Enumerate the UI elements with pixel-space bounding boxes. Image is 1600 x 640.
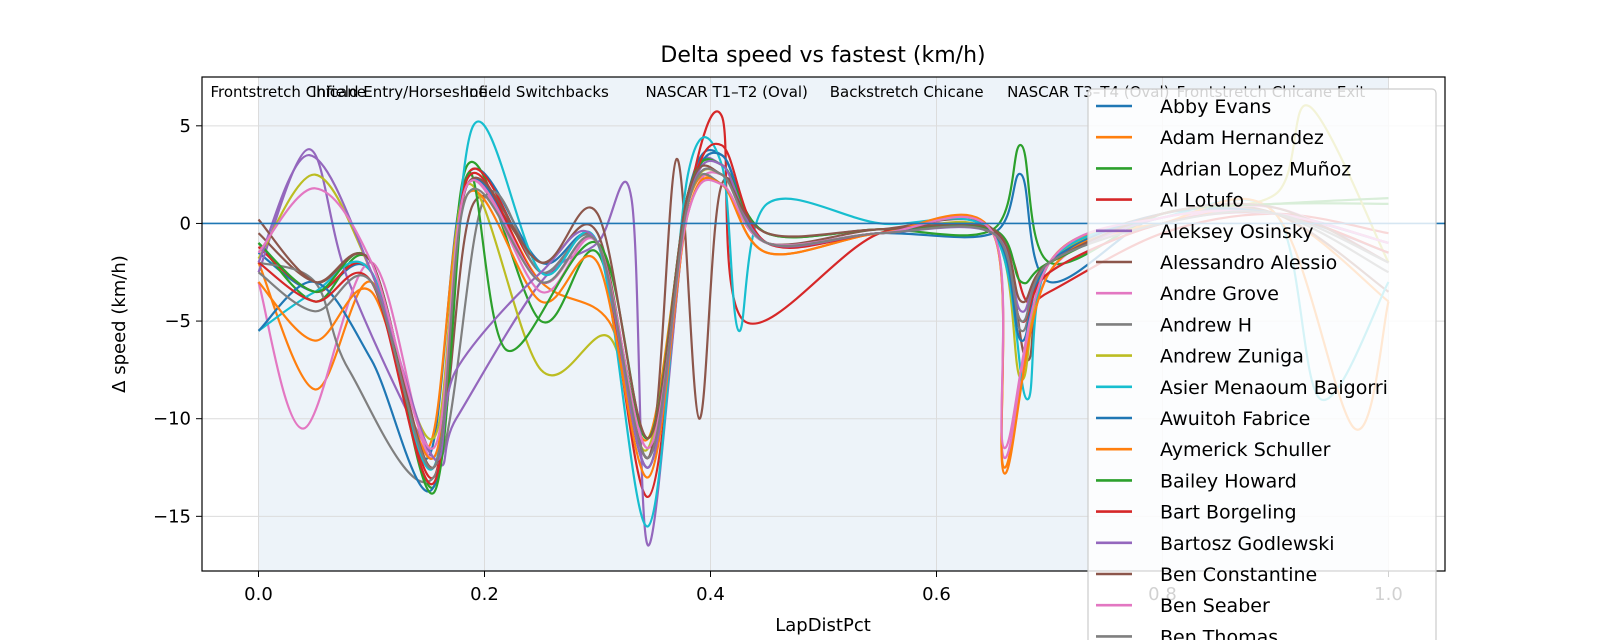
y-tick-label: 0 [180, 213, 191, 234]
legend-entry: Alessandro Alessio [1160, 252, 1337, 274]
series-line-17 [257, 167, 1389, 470]
legend-box [1087, 88, 1437, 640]
legend-entry: Ben Thomas [1160, 626, 1278, 640]
x-tick-label: 0.6 [922, 584, 951, 605]
legend-entry: Bart Borgeling [1160, 502, 1297, 524]
y-tick-label: −10 [153, 409, 191, 430]
legend-entry: Awuitoh Fabrice [1160, 408, 1310, 430]
y-tick-label: 5 [180, 116, 191, 137]
legend-entry: Asier Menaoum Baigorri [1160, 377, 1388, 399]
legend-entry: Bailey Howard [1160, 470, 1297, 492]
sector-label: Infield Entry/Horseshoe [312, 83, 487, 101]
sector-label: NASCAR T1–T2 (Oval) [646, 83, 808, 101]
chart-title: Delta speed vs fastest (km/h) [660, 43, 985, 68]
y-ticks: 5 0 −5 −10 −15 [153, 116, 202, 527]
legend-entry: Ben Constantine [1160, 564, 1317, 586]
legend: Abby Evans Adam Hernandez Adrian Lopez Muñ… [1087, 88, 1437, 640]
y-tick-label: −15 [153, 506, 191, 527]
legend-entry: Adrian Lopez Muñoz [1160, 158, 1351, 180]
x-tick-label: 0.0 [244, 584, 273, 605]
legend-entry: Andrew Zuniga [1160, 346, 1304, 368]
legend-entry: Andre Grove [1160, 283, 1279, 305]
sector-label: Infield Switchbacks [465, 83, 609, 101]
legend-entry: Ben Seaber [1160, 595, 1270, 617]
x-tick-label: 0.2 [470, 584, 499, 605]
series-line-16 [257, 178, 1389, 450]
legend-entry: Abby Evans [1160, 96, 1271, 118]
legend-entry: Aymerick Schuller [1160, 439, 1331, 461]
x-axis-label: LapDistPct [775, 615, 871, 636]
y-axis-label: Δ speed (km/h) [109, 255, 130, 393]
legend-entry: Al Lotufo [1160, 190, 1244, 212]
series-lines [257, 104, 1390, 547]
plot-frame [201, 76, 1446, 572]
legend-entry: Adam Hernandez [1160, 127, 1324, 149]
legend-entry: Aleksey Osinsky [1160, 221, 1313, 243]
y-tick-label: −5 [164, 311, 191, 332]
x-tick-label: 0.4 [696, 584, 725, 605]
sector-label: Frontstretch Chicane [211, 83, 366, 101]
legend-entry: Bartosz Godlewski [1160, 533, 1335, 555]
legend-entry: Andrew H [1160, 314, 1252, 336]
sector-label: Backstretch Chicane [830, 83, 984, 101]
